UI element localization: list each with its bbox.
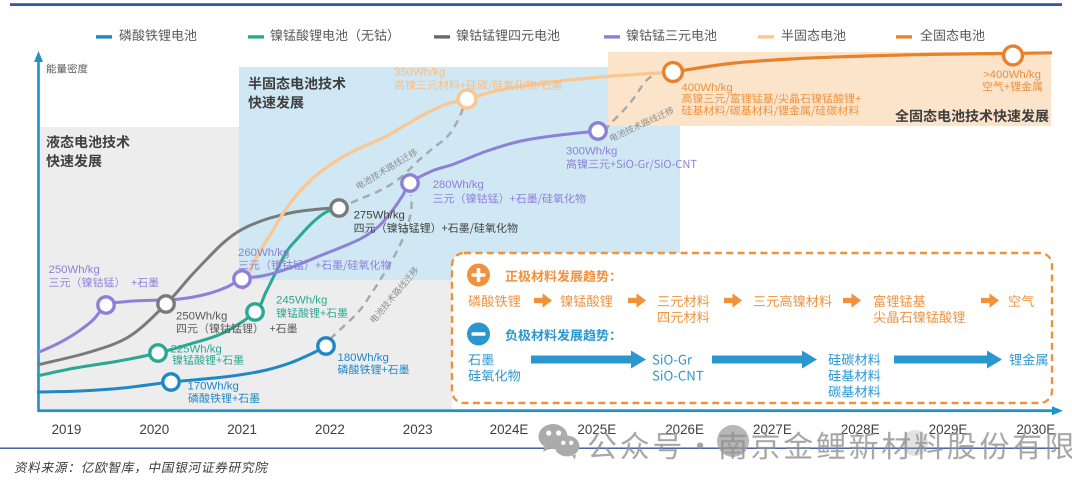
svg-text:250Wh/kg: 250Wh/kg [49,264,100,276]
svg-text:400Wh/kg: 400Wh/kg [681,82,732,94]
svg-text:2029E: 2029E [929,422,968,437]
svg-text:250Wh/kg: 250Wh/kg [176,311,227,323]
svg-text:225Wh/kg: 225Wh/kg [171,344,222,356]
svg-text:180Wh/kg: 180Wh/kg [338,352,389,364]
svg-text:2028E: 2028E [841,422,880,437]
svg-text:2027E: 2027E [753,422,792,437]
svg-text:300Wh/kg: 300Wh/kg [566,146,617,158]
svg-text:350Wh/kg: 350Wh/kg [394,67,445,79]
svg-text:260Wh/kg: 260Wh/kg [238,247,289,259]
svg-text:245Wh/kg: 245Wh/kg [276,295,327,307]
svg-text:275Wh/kg: 275Wh/kg [354,210,405,222]
svg-text:2020: 2020 [139,422,169,437]
svg-text:280Wh/kg: 280Wh/kg [433,179,484,191]
svg-text:2030E: 2030E [1016,422,1055,437]
svg-text:2024E: 2024E [490,422,529,437]
svg-text:170Wh/kg: 170Wh/kg [188,381,239,393]
svg-text:2023: 2023 [403,422,433,437]
svg-text:2021: 2021 [227,422,257,437]
svg-text:>400Wh/kg: >400Wh/kg [983,69,1041,81]
svg-text:2019: 2019 [52,422,82,437]
svg-text:2022: 2022 [315,422,345,437]
